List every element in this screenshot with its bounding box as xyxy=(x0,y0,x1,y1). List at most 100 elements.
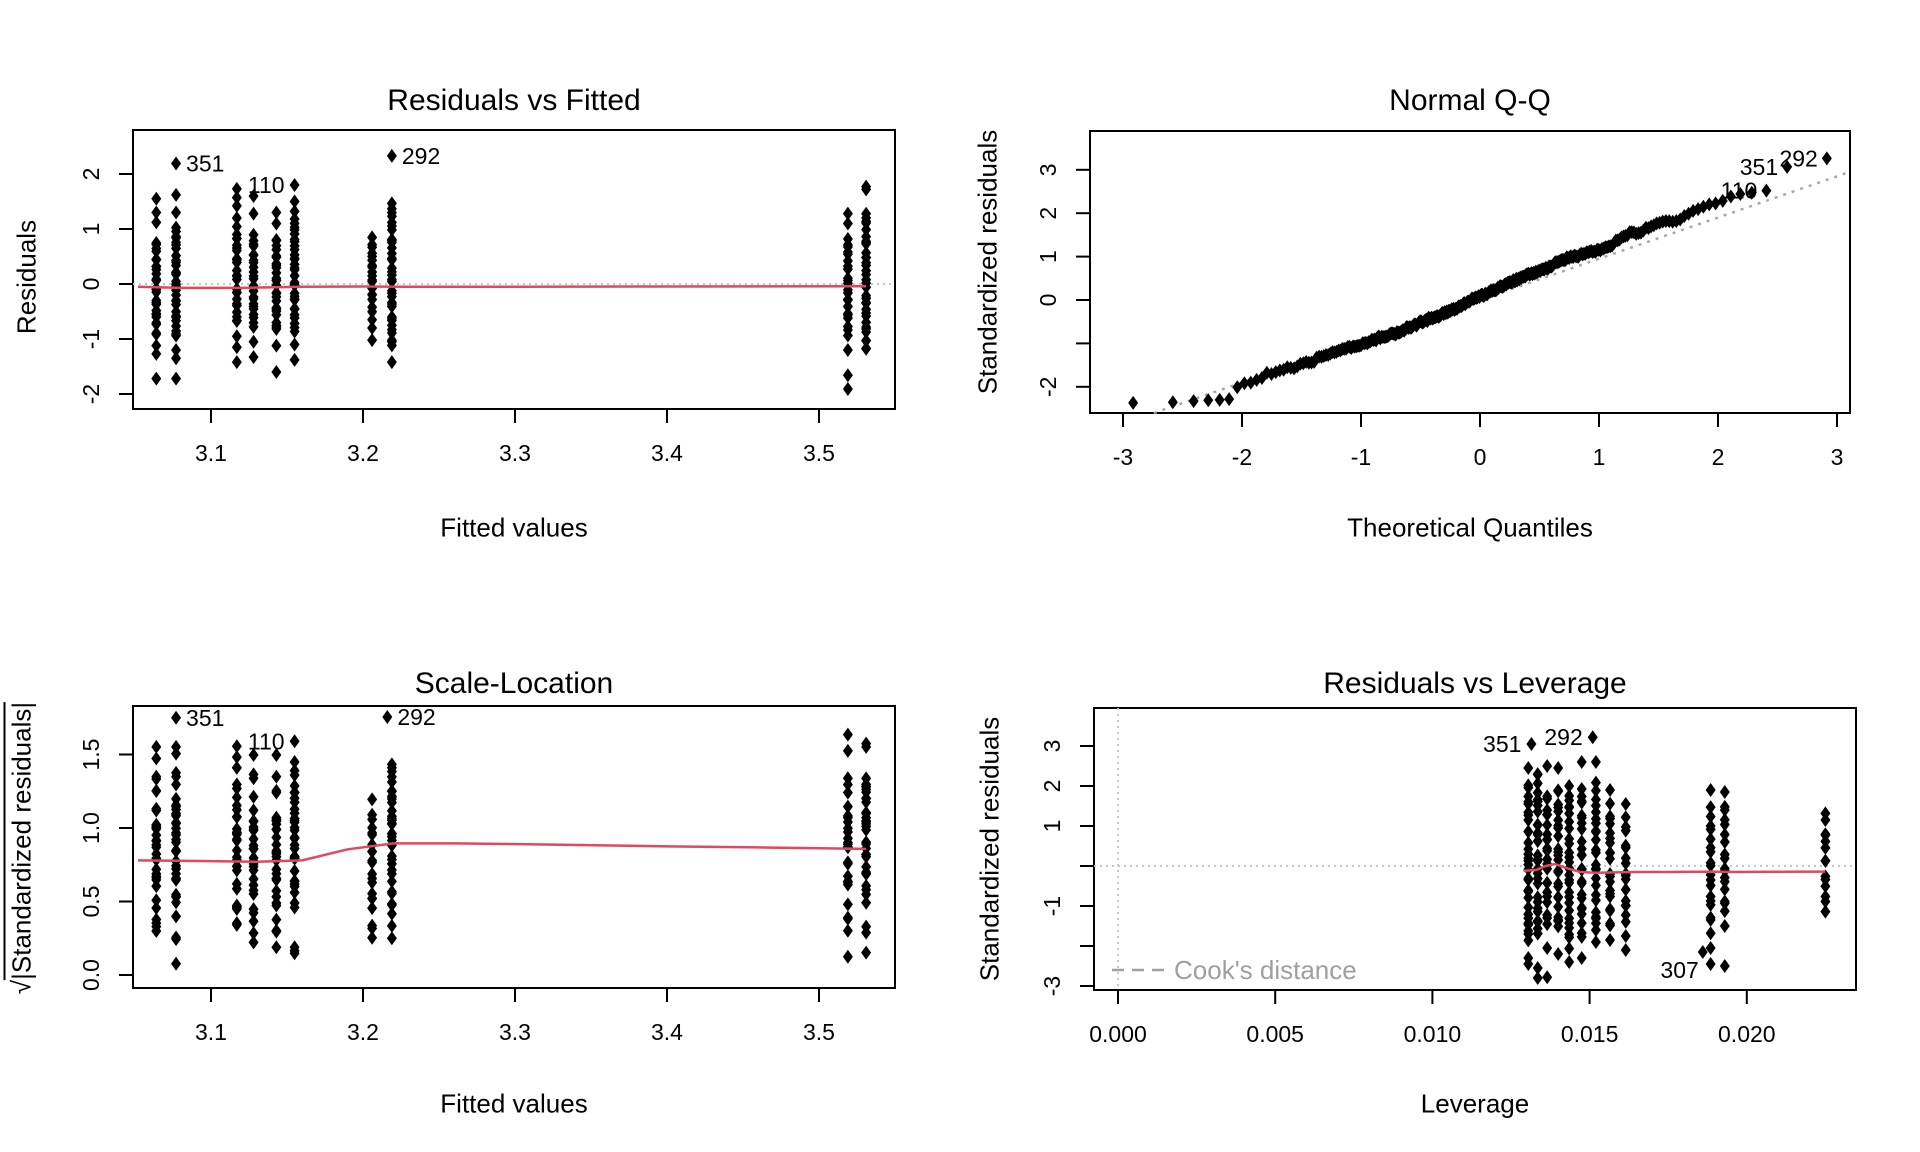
data-point xyxy=(1542,803,1553,818)
data-point xyxy=(386,862,397,877)
data-point xyxy=(367,867,378,882)
data-point xyxy=(1590,842,1601,857)
data-point xyxy=(271,315,282,330)
data-point xyxy=(171,187,182,202)
data-point xyxy=(151,901,162,916)
data-point xyxy=(1605,933,1616,947)
data-point xyxy=(386,874,397,889)
panel-scale-location: 3.1 3.2 3.3 3.4 3.5 0.0 0.5 1.0 1.5 351 110 292 xyxy=(78,704,896,1045)
data-point xyxy=(1564,885,1575,900)
labeled-point-292 xyxy=(386,148,397,163)
data-point xyxy=(1532,818,1543,833)
labeled-point-351 xyxy=(1526,737,1537,751)
data-point xyxy=(842,231,853,246)
data-point xyxy=(1523,789,1534,804)
data-point xyxy=(1542,841,1553,856)
data-point xyxy=(1576,876,1587,891)
x-tick-label: 0.015 xyxy=(1561,1021,1619,1047)
labeled-point-292 xyxy=(382,710,393,725)
data-point xyxy=(231,790,242,805)
data-point xyxy=(842,897,853,912)
point-label-110: 110 xyxy=(248,172,285,198)
data-point xyxy=(171,765,182,780)
data-point xyxy=(1590,792,1601,807)
point-label-292: 292 xyxy=(1779,145,1817,171)
data-point xyxy=(842,855,853,870)
data-point xyxy=(289,785,300,800)
data-point xyxy=(271,285,282,300)
data-point xyxy=(231,798,242,813)
data-point xyxy=(1576,841,1587,856)
data-point xyxy=(386,760,397,775)
data-point xyxy=(842,319,853,334)
y-tick-label: -1 xyxy=(78,329,104,349)
data-point xyxy=(231,917,242,932)
data-point xyxy=(1605,796,1616,811)
data-point xyxy=(1553,761,1564,775)
data-point xyxy=(231,739,242,754)
data-point xyxy=(367,827,378,842)
data-point xyxy=(1705,822,1716,837)
data-point xyxy=(289,754,300,769)
data-point xyxy=(1705,809,1716,824)
data-point xyxy=(1542,908,1553,923)
data-point xyxy=(1605,902,1616,917)
data-point xyxy=(842,810,853,825)
data-point xyxy=(151,751,162,766)
data-point xyxy=(151,803,162,818)
point-label-351: 351 xyxy=(1483,731,1521,757)
data-point xyxy=(1820,872,1831,887)
data-point xyxy=(289,763,300,778)
data-point xyxy=(171,956,182,971)
data-point xyxy=(231,822,242,837)
data-point xyxy=(842,869,853,884)
data-point xyxy=(248,789,259,804)
data-point xyxy=(367,820,378,835)
data-point xyxy=(1590,857,1601,872)
x-tick-label: 2 xyxy=(1712,444,1725,470)
x-tick-label: 0.020 xyxy=(1718,1021,1776,1047)
data-point xyxy=(367,333,378,348)
data-point xyxy=(861,341,872,356)
data-point xyxy=(1620,838,1631,853)
ylabel-standardized-residuals-leverage: Standardized residuals xyxy=(974,716,1005,982)
data-point xyxy=(367,321,378,335)
data-point xyxy=(1564,903,1575,918)
data-point xyxy=(1232,380,1243,395)
data-point xyxy=(1214,392,1225,407)
data-point xyxy=(1605,783,1616,797)
data-point xyxy=(1576,951,1587,965)
data-point xyxy=(842,206,853,221)
panel-title-scale-location: Scale-Location xyxy=(414,667,614,700)
data-point xyxy=(289,811,300,826)
data-point xyxy=(1620,810,1631,825)
data-point xyxy=(151,252,162,267)
panel-title-residuals-vs-fitted: Residuals vs Fitted xyxy=(387,84,641,117)
data-point xyxy=(1532,767,1543,782)
y-tick-label: 0 xyxy=(78,278,104,291)
data-point xyxy=(271,365,282,379)
data-point xyxy=(231,198,242,213)
data-point xyxy=(289,900,300,915)
data-point xyxy=(367,921,378,936)
data-point xyxy=(231,227,242,242)
data-point xyxy=(151,828,162,843)
data-point xyxy=(861,814,872,829)
data-point xyxy=(1719,799,1730,814)
data-point xyxy=(861,245,872,260)
x-tick-label: 3.4 xyxy=(651,1019,683,1045)
data-point xyxy=(367,853,378,868)
data-point xyxy=(171,304,182,319)
point-label-351: 351 xyxy=(186,705,224,731)
data-point xyxy=(171,739,182,754)
x-tick-label: 3 xyxy=(1831,444,1844,470)
data-point xyxy=(1542,759,1553,773)
data-point xyxy=(171,887,182,902)
data-point xyxy=(1553,863,1564,878)
data-point xyxy=(1553,899,1564,914)
data-point xyxy=(367,812,378,827)
data-point xyxy=(1542,970,1553,985)
data-point xyxy=(1576,834,1587,849)
data-point xyxy=(1590,755,1601,769)
